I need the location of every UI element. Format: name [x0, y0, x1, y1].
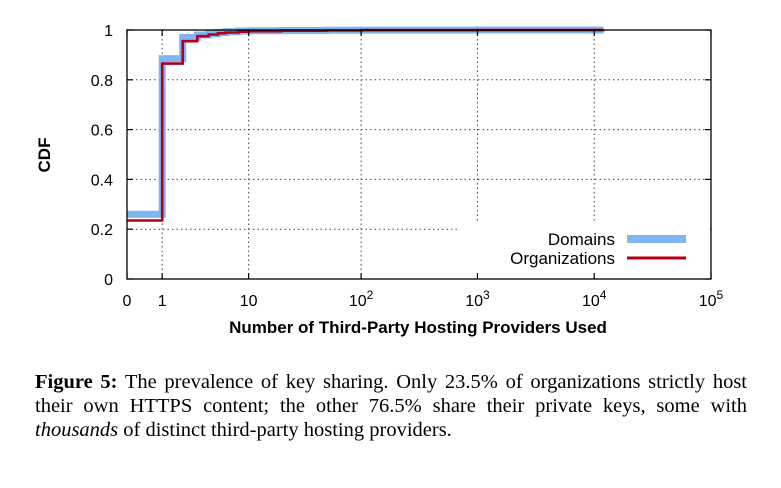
- caption-emphasis: thousands: [35, 419, 119, 441]
- y-tick-label: 0.6: [91, 123, 113, 140]
- y-tick-label: 0.8: [91, 73, 113, 90]
- series-domains-line: [127, 26, 604, 218]
- figure-caption: Figure 5: The prevalence of key sharing.…: [35, 370, 747, 442]
- axis-ticks: 00.20.40.60.810 1 10 102 103 104 105: [91, 23, 724, 310]
- y-tick-label: 1: [104, 23, 113, 40]
- plot-series: [127, 26, 605, 222]
- caption-text: The prevalence of key sharing. Only 23.5…: [35, 371, 747, 417]
- x-tick-label: 104: [582, 288, 607, 310]
- plot-frame: [126, 29, 712, 280]
- y-axis-title: CDF: [35, 138, 54, 173]
- caption-label: Figure 5:: [35, 371, 118, 393]
- legend-label-organizations: Organizations: [510, 249, 615, 268]
- caption-text-end: of distinct third-party hosting provider…: [118, 419, 452, 441]
- legend-background: [460, 222, 710, 272]
- series-organizations-line: [127, 28, 605, 222]
- x-tick-label: 105: [699, 288, 724, 310]
- x-tick-label: 1: [158, 293, 167, 310]
- x-tick-label: 103: [465, 288, 490, 310]
- legend-label-domains: Domains: [548, 230, 615, 249]
- x-tick-label: 10: [240, 293, 258, 310]
- cdf-chart: 00.20.40.60.810 1 10 102 103 104 105 CDF Numbe…: [35, 23, 724, 337]
- y-tick-label: 0: [104, 272, 113, 289]
- x-axis-title: Number of Third-Party Hosting Providers …: [229, 318, 607, 337]
- x-tick-label: 102: [349, 288, 374, 310]
- legend: Domains Organizations: [460, 222, 710, 272]
- y-tick-label: 0.2: [91, 222, 113, 239]
- y-tick-label: 0.4: [91, 172, 113, 189]
- x-tick-label: 0: [123, 293, 132, 310]
